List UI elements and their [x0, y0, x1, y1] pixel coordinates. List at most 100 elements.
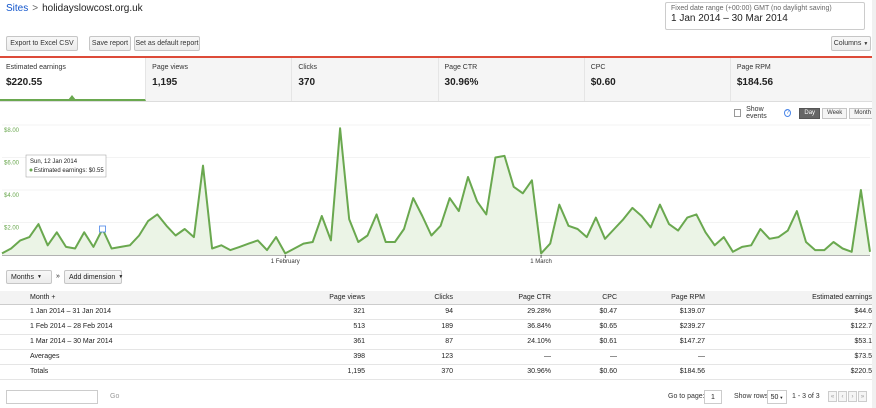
data-point — [230, 250, 231, 251]
data-point — [84, 232, 85, 233]
data-point — [477, 201, 478, 202]
months-label: Months — [11, 273, 34, 281]
data-point — [349, 219, 350, 220]
show-rows-label: Show rows: — [734, 393, 771, 400]
data-point — [705, 232, 706, 233]
series-line — [1, 127, 871, 255]
data-point — [559, 204, 560, 205]
column-header-page-rpm[interactable]: Page RPM — [621, 291, 709, 305]
chart-tooltip: Sun, 12 Jan 2014 Estimated earnings: $0.… — [25, 154, 107, 178]
data-point — [650, 227, 651, 228]
show-events-label: Show events — [746, 106, 767, 120]
prev-page-icon[interactable]: ‹ — [838, 391, 847, 402]
data-point — [486, 214, 487, 215]
metric-value: $0.60 — [590, 77, 616, 88]
first-page-icon[interactable]: « — [828, 391, 837, 402]
months-dropdown[interactable]: Months ▼ — [6, 270, 52, 284]
data-point — [550, 243, 551, 244]
data-point — [93, 246, 94, 247]
data-point — [431, 235, 432, 236]
data-point — [522, 193, 523, 194]
table-cell: 361 — [205, 334, 369, 350]
data-point — [175, 235, 176, 236]
report-toolbar: Export to Excel CSV Save report Set as d… — [0, 33, 876, 55]
data-point — [267, 250, 268, 251]
data-point — [842, 248, 843, 249]
metric-label: CPC — [590, 64, 606, 71]
data-point — [440, 225, 441, 226]
metric-tab-page-ctr[interactable]: Page CTR 30.96% — [438, 58, 585, 101]
table-cell: $122.7 — [709, 319, 876, 335]
table-cell: $73.5 — [709, 349, 876, 365]
metric-tab-page-views[interactable]: Page views 1,195 — [146, 58, 293, 101]
metric-tab-clicks[interactable]: Clicks 370 — [292, 58, 439, 101]
data-point — [696, 214, 697, 215]
column-header-page-views[interactable]: Page views — [205, 291, 369, 305]
data-point — [285, 253, 286, 254]
chevron-down-icon: ▼ — [863, 40, 869, 47]
data-point — [239, 246, 240, 247]
x-axis-ticks: 1 February 1 March — [271, 255, 552, 265]
table-cell: Averages — [0, 349, 205, 365]
show-events-checkbox[interactable] — [734, 109, 742, 117]
data-point — [833, 242, 834, 243]
table-cell: 1 Mar 2014 – 30 Mar 2014 — [0, 334, 205, 350]
show-rows-select[interactable]: 50 ▼ — [767, 390, 787, 404]
table-cell: 398 — [205, 349, 369, 365]
granularity-week-button[interactable]: Week — [822, 107, 848, 119]
dimension-bar: Months ▼ » Add dimension ▼ — [0, 268, 876, 288]
data-point — [778, 237, 779, 238]
data-point — [276, 237, 277, 238]
help-icon[interactable]: ? — [784, 109, 792, 117]
data-point — [641, 216, 642, 217]
filter-input[interactable] — [6, 390, 98, 404]
data-point — [495, 157, 496, 158]
column-header-estimated-earnings[interactable]: Estimated earnings — [709, 291, 876, 305]
data-point — [157, 214, 158, 215]
columns-button[interactable]: Columns ▼ — [831, 36, 871, 51]
metric-tab-cpc[interactable]: CPC $0.60 — [584, 58, 731, 101]
goto-page-input[interactable]: 1 — [704, 390, 722, 404]
data-point — [422, 216, 423, 217]
column-header-page-ctr[interactable]: Page CTR — [457, 291, 555, 305]
table-cell: $53.1 — [709, 334, 876, 350]
table-cell: 513 — [205, 319, 369, 335]
granularity-day-button[interactable]: Day — [799, 107, 821, 119]
data-point — [303, 243, 304, 244]
data-point — [148, 220, 149, 221]
metric-tab-estimated-earnings[interactable]: Estimated earnings $220.55 — [0, 58, 147, 101]
columns-label: Columns — [833, 40, 862, 47]
table-cell: 29.28% — [457, 304, 555, 320]
metric-tab-page-rpm[interactable]: Page RPM $184.56 — [730, 58, 876, 101]
y-tick-label: $8.00 — [4, 128, 20, 134]
last-page-icon[interactable]: » — [858, 391, 867, 402]
dimension-arrow: » — [56, 273, 60, 280]
filter-go-button[interactable]: Go — [110, 393, 120, 400]
data-point — [11, 248, 12, 249]
set-default-report-button[interactable]: Set as default report — [134, 36, 200, 51]
data-point — [678, 230, 679, 231]
date-range-label: Fixed date range (+00:00) GMT (no daylig… — [671, 5, 832, 12]
data-point — [787, 230, 788, 231]
breadcrumb-sites-link[interactable]: Sites — [6, 3, 29, 14]
next-page-icon[interactable]: › — [848, 391, 857, 402]
data-point — [203, 165, 204, 166]
column-header-month[interactable]: Month + — [0, 291, 205, 305]
table-cell: 189 — [369, 319, 457, 335]
save-report-button[interactable]: Save report — [89, 36, 131, 51]
table-cell: 24.10% — [457, 334, 555, 350]
x-tick-label: 1 February — [271, 259, 300, 265]
column-header-clicks[interactable]: Clicks — [369, 291, 457, 305]
data-point — [468, 177, 469, 178]
data-point — [504, 155, 505, 156]
metric-tabs: Estimated earnings $220.55 Page views 1,… — [0, 58, 876, 102]
column-header-cpc[interactable]: CPC — [555, 291, 621, 305]
add-dimension-dropdown[interactable]: Add dimension ▼ — [64, 270, 123, 284]
y-tick-label: $2.00 — [4, 226, 20, 232]
series-area — [2, 128, 870, 255]
window-scrollbar[interactable] — [872, 0, 876, 408]
date-range-selector[interactable]: Fixed date range (+00:00) GMT (no daylig… — [665, 2, 865, 30]
export-csv-button[interactable]: Export to Excel CSV — [6, 36, 78, 51]
earnings-chart: $2.00 $4.00 $6.00 $8.00 1 February 1 March S… — [1, 124, 871, 265]
data-point — [659, 204, 660, 205]
